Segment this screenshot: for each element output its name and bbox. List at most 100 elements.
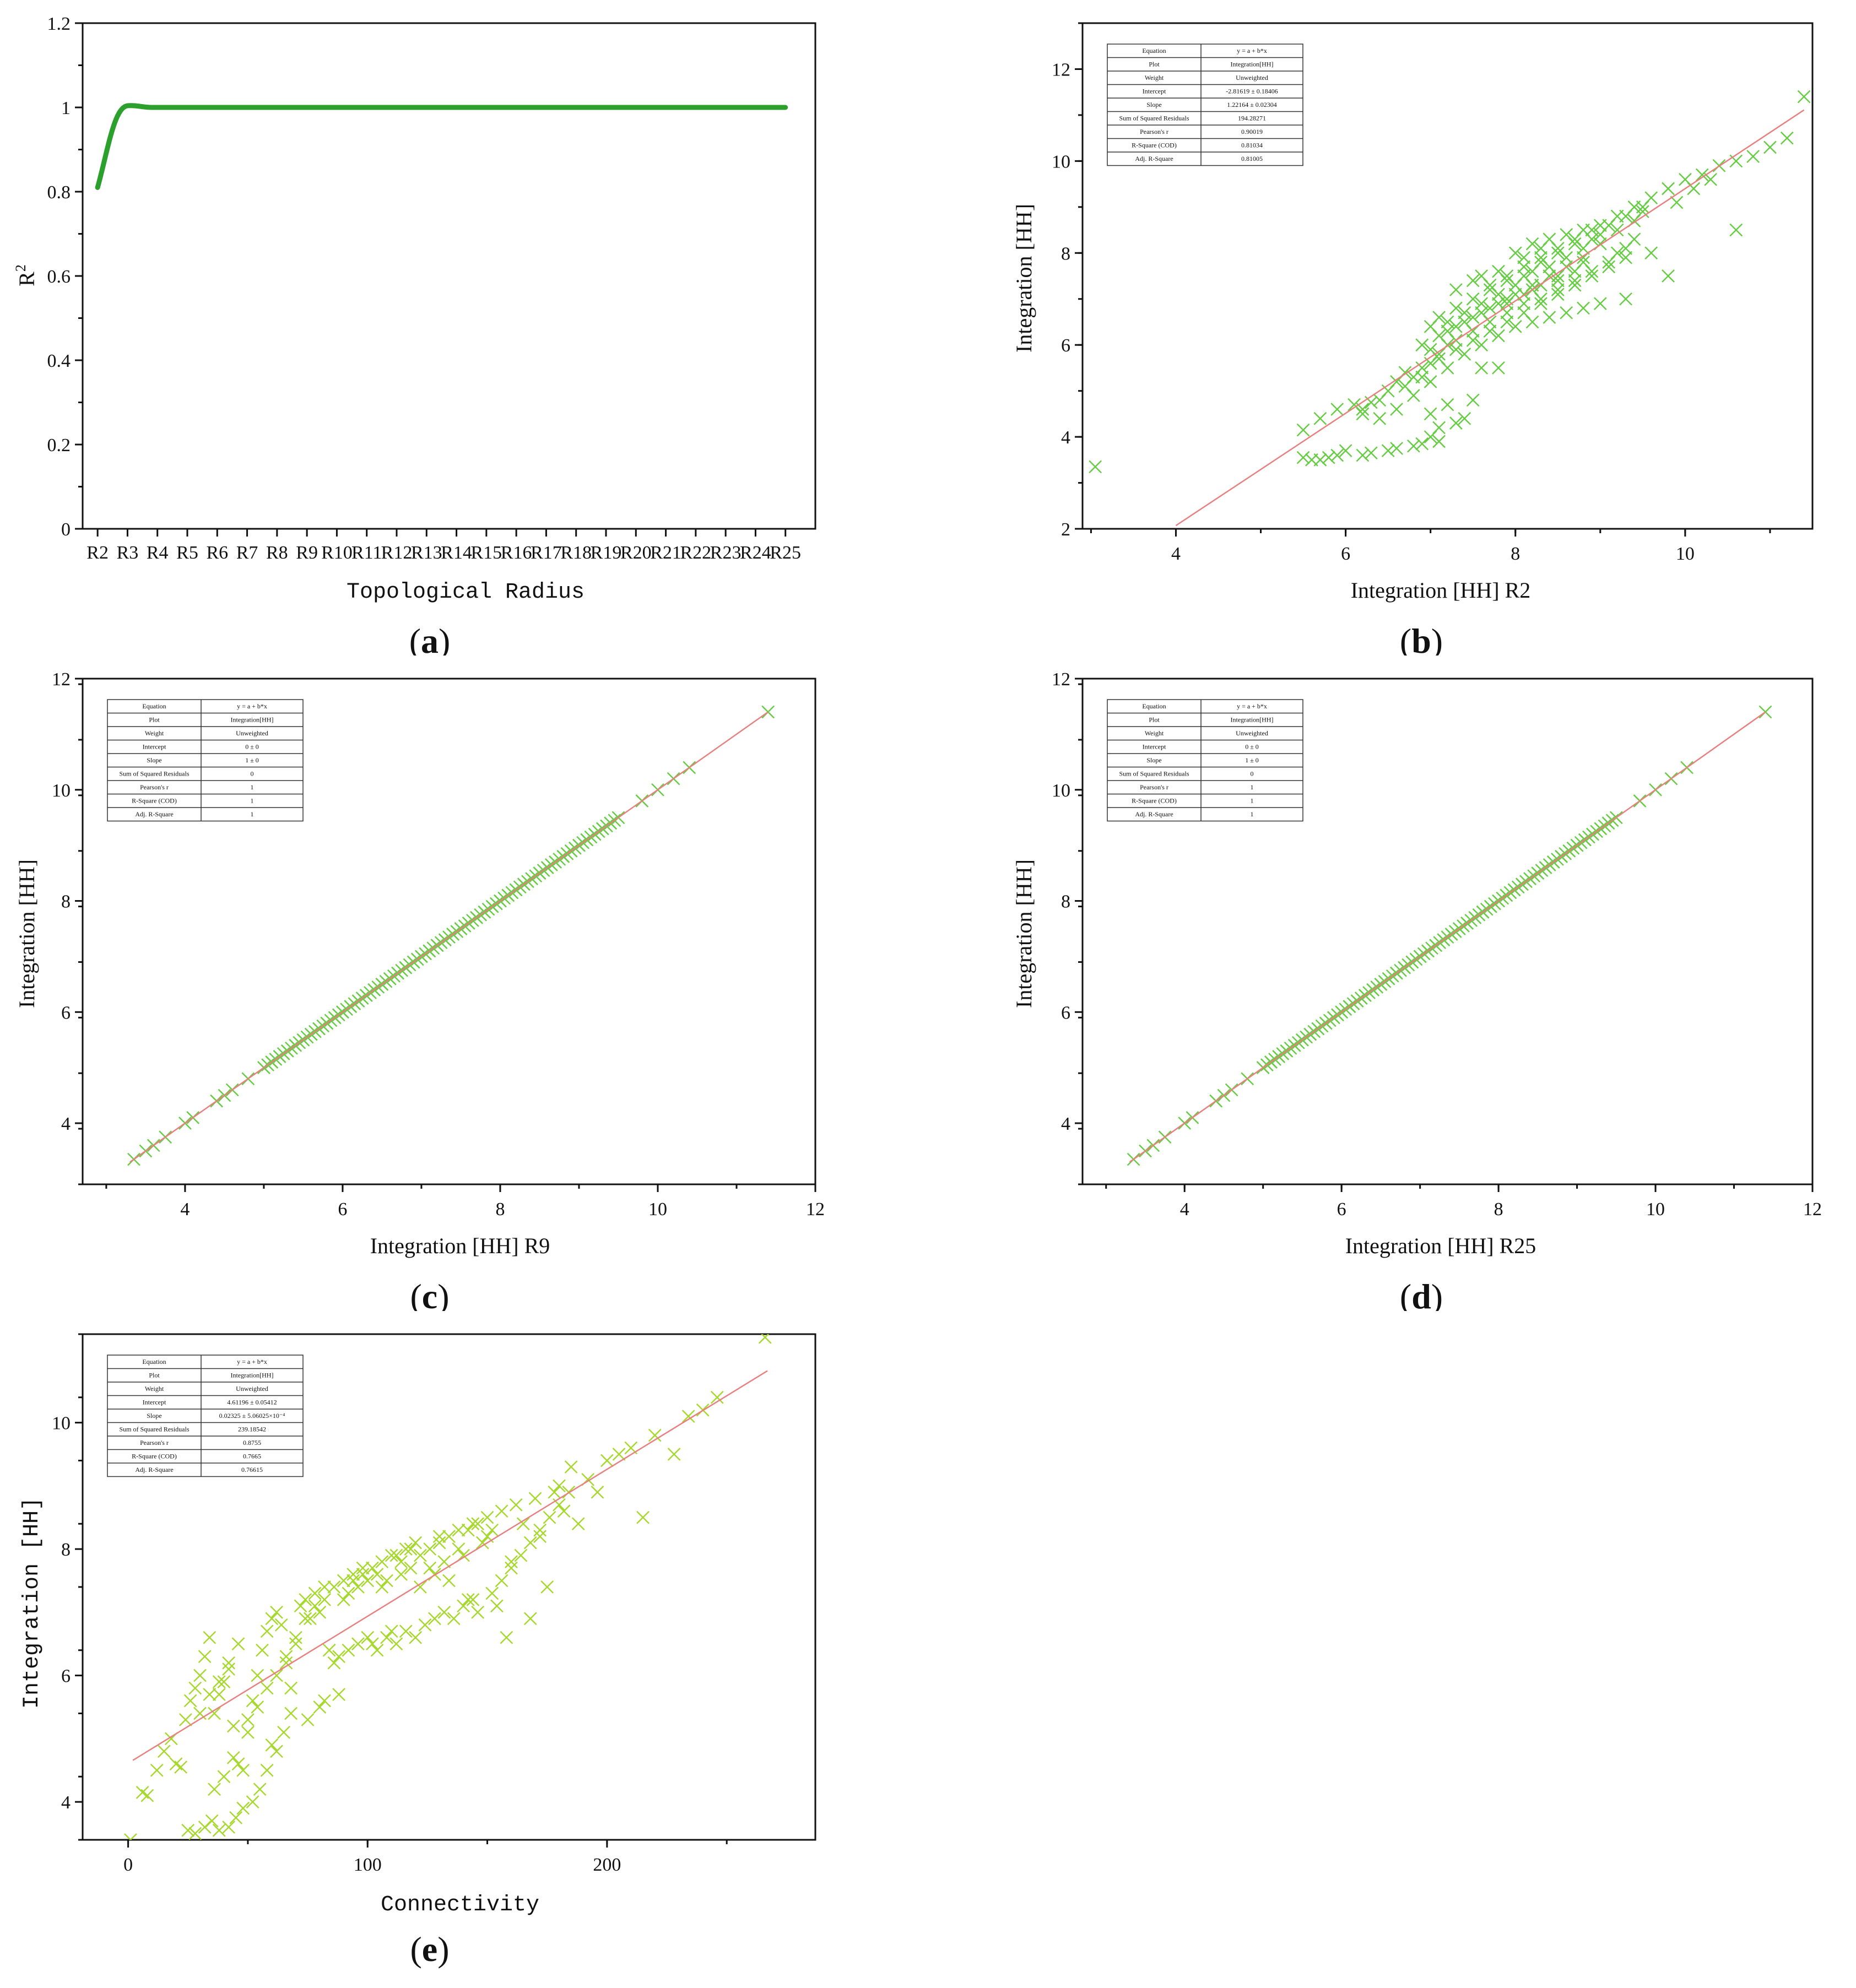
- x-tick-label-a: R23: [710, 543, 742, 563]
- data-point: [265, 1612, 279, 1626]
- x-tick-label-a: R13: [411, 543, 442, 563]
- stats-table-value: 1 ± 0: [1245, 756, 1259, 764]
- data-point: [342, 1643, 355, 1657]
- data-point: [389, 1548, 403, 1562]
- data-point: [385, 1624, 398, 1638]
- stats-table-key: Equation: [142, 702, 166, 710]
- x-tick-label-a: R4: [147, 543, 169, 563]
- data-point: [1644, 246, 1658, 260]
- data-point: [1551, 242, 1565, 255]
- data-point: [270, 1606, 283, 1619]
- y-tick-label-d: 12: [1052, 669, 1070, 690]
- y-tick-label-c: 4: [61, 1114, 71, 1134]
- data-point: [495, 1504, 508, 1518]
- data-point: [394, 1568, 408, 1581]
- fit-line-b: [1175, 109, 1805, 527]
- data-point: [1432, 329, 1446, 343]
- y-tick-label-e: 6: [61, 1666, 71, 1687]
- data-point: [485, 1523, 499, 1537]
- data-point: [1390, 403, 1403, 416]
- data-point: [347, 1574, 360, 1588]
- stats-table-key: Adj. R-Square: [1135, 810, 1173, 818]
- stats-table-key: Intercept: [143, 743, 166, 751]
- plot-area-a: 00.20.40.60.811.2R2 R3 R4 R5 R6 R7 R8 R9 R10R11R…: [47, 14, 816, 563]
- data-point: [514, 1548, 528, 1562]
- data-point: [1475, 338, 1489, 352]
- data-point: [1619, 292, 1632, 306]
- data-point: [437, 1606, 451, 1619]
- x-axis-label-a: Topological Radius: [347, 580, 585, 605]
- x-tick-label-d: 6: [1337, 1199, 1346, 1220]
- data-point: [1432, 435, 1446, 448]
- stats-table-key: Weight: [1145, 74, 1164, 82]
- data-point: [1568, 264, 1582, 278]
- data-point: [181, 1823, 195, 1837]
- stats-table-key: Plot: [149, 716, 160, 724]
- data-point: [140, 1789, 154, 1802]
- data-point: [1585, 223, 1599, 237]
- chart-b: Integration [HH] Integration [HH] R2 (b)…: [1011, 22, 1814, 656]
- data-point: [205, 1814, 219, 1828]
- axes-frame-b: [1081, 22, 1814, 530]
- stats-table-key: Pearson's r: [140, 1439, 169, 1447]
- data-point: [1568, 278, 1582, 292]
- stats-table-key: Pearson's r: [1140, 783, 1168, 791]
- data-point: [208, 1783, 221, 1796]
- data-point: [1517, 260, 1531, 274]
- data-point: [1619, 242, 1632, 255]
- data-point: [1517, 306, 1531, 319]
- data-point: [188, 1681, 202, 1695]
- data-point: [1797, 90, 1811, 104]
- data-point: [404, 1561, 418, 1575]
- data-point: [361, 1631, 375, 1644]
- data-point: [432, 1536, 446, 1550]
- data-point: [1500, 292, 1514, 306]
- data-point: [327, 1580, 341, 1594]
- y-tick-label-a: 0.2: [47, 435, 71, 456]
- stats-table-value: 0.90019: [1241, 128, 1263, 136]
- data-point: [375, 1580, 389, 1594]
- data-point: [1449, 416, 1463, 430]
- data-point: [380, 1574, 393, 1588]
- data-point: [1483, 301, 1497, 315]
- data-point: [564, 1460, 578, 1474]
- data-point: [466, 1593, 480, 1606]
- panel-label-c: (c): [410, 1277, 449, 1311]
- data-point: [193, 1707, 207, 1720]
- data-point: [246, 1694, 259, 1708]
- x-tick-label-d: 4: [1180, 1199, 1189, 1220]
- data-point: [260, 1624, 274, 1638]
- data-point: [466, 1517, 480, 1531]
- data-point: [1364, 446, 1378, 460]
- data-point: [1560, 306, 1573, 319]
- points-group-e: [124, 1334, 772, 1840]
- panel-label-a: (a): [409, 621, 451, 656]
- data-point: [480, 1510, 494, 1524]
- x-tick-label-a: R14: [441, 543, 472, 563]
- data-point: [1525, 278, 1539, 292]
- stats-table-value: 194.28271: [1238, 115, 1266, 122]
- data-point: [1704, 172, 1718, 186]
- data-point: [758, 1334, 772, 1344]
- data-point: [308, 1599, 322, 1613]
- data-point: [217, 1770, 231, 1784]
- data-point: [1602, 256, 1616, 269]
- data-point: [222, 1662, 236, 1676]
- stats-table-frame: [1107, 44, 1303, 166]
- stats-table-value: y = a + b*x: [1237, 47, 1267, 55]
- data-point: [212, 1688, 226, 1701]
- data-point: [366, 1637, 379, 1651]
- data-point: [270, 1669, 283, 1682]
- data-point: [452, 1523, 466, 1537]
- stats-table-d: Equation y = a + b*x Plot Integration[HH] We…: [1107, 699, 1303, 822]
- data-point: [188, 1827, 202, 1840]
- data-point: [1475, 361, 1489, 375]
- x-tick-label-a: R17: [531, 543, 562, 563]
- data-point: [1449, 319, 1463, 333]
- data-point: [485, 1586, 499, 1600]
- stats-table-value: 1: [251, 810, 254, 818]
- stats-table-key: R-Square (COD): [132, 1453, 177, 1460]
- axes-frame-d: [1081, 678, 1814, 1185]
- x-axis-label-e: Connectivity: [381, 1893, 539, 1917]
